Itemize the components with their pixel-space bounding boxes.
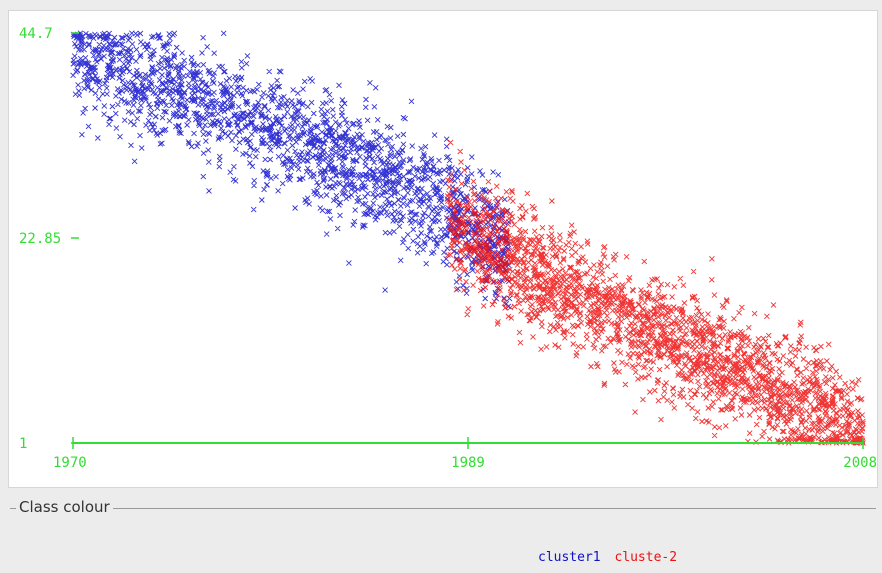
legend-item-cluster1: cluster1	[538, 550, 601, 565]
scatter-plot-panel[interactable]: 1970 1989 2008 44.7 22.85 1	[8, 10, 878, 488]
y-tick-label: 22.85	[19, 231, 61, 247]
legend-panel: Class colour cluster1 cluste-2	[8, 490, 878, 570]
x-tick-label: 1970	[53, 455, 87, 471]
x-tick-label: 2008	[843, 455, 877, 471]
series-cluster2	[444, 139, 866, 446]
legend-item-cluster2: cluste-2	[614, 550, 678, 565]
legend-items: cluster1 cluste-2	[538, 550, 683, 565]
x-tick-label: 1989	[451, 455, 485, 471]
points-cluster2	[444, 139, 866, 446]
series-cluster1	[70, 30, 513, 310]
legend-frame	[10, 508, 876, 509]
legend-title: Class colour	[16, 498, 113, 516]
scatter-plot: 1970 1989 2008 44.7 22.85 1	[19, 26, 877, 471]
points-layer	[70, 30, 866, 446]
y-tick-label: 1	[19, 436, 27, 452]
ticks-layer: 1970 1989 2008 44.7 22.85 1	[19, 26, 877, 471]
y-tick-label: 44.7	[19, 26, 53, 42]
points-cluster1	[70, 30, 513, 310]
